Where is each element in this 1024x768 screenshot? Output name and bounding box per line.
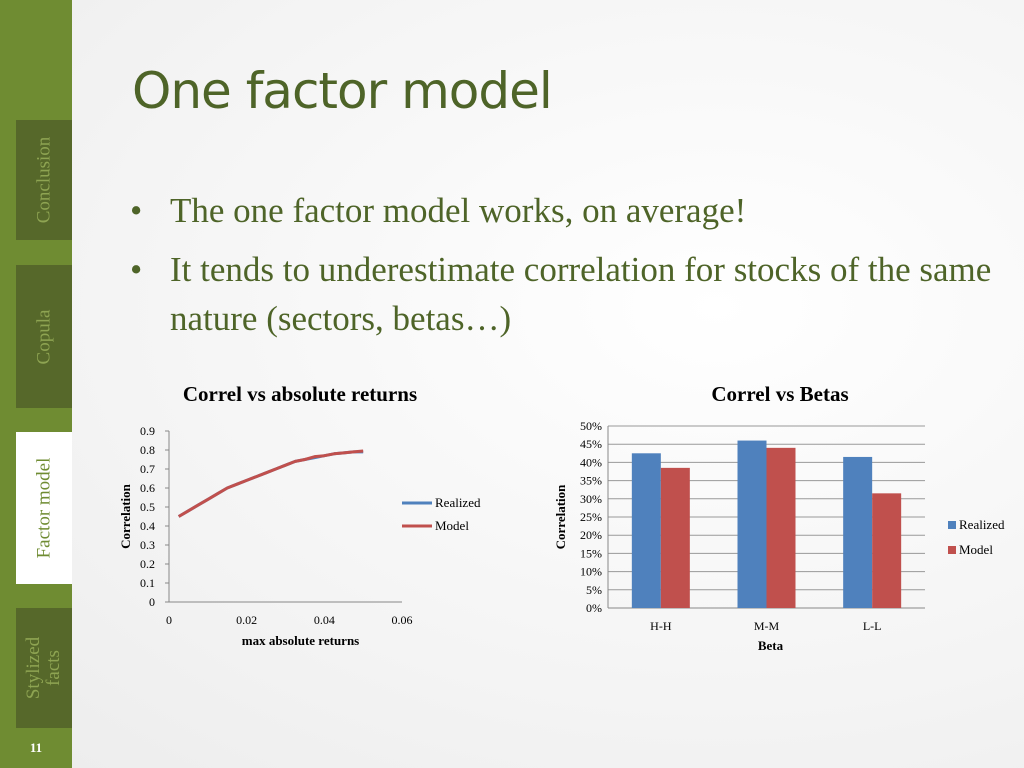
x-tick-label: H-H (650, 619, 672, 633)
y-tick-label: 15% (580, 546, 602, 560)
bullet-item: • It tends to underestimate correlation f… (130, 245, 1020, 343)
bullet-icon: • (130, 191, 143, 230)
y-axis-title: Correlation (553, 484, 568, 550)
bullet-list: • The one factor model works, on average!… (130, 186, 1020, 353)
legend-label: Realized (435, 495, 481, 510)
chart-title-line: Correl vs absolute returns (182, 382, 418, 406)
nav-tab-label: Stylized facts (23, 636, 64, 700)
nav-tab-stylized-facts[interactable]: Stylized facts (16, 608, 72, 728)
x-tick-label: 0.06 (392, 613, 413, 627)
nav-tab-factor-model[interactable]: Factor model (16, 432, 72, 584)
series-line-model (177, 449, 364, 518)
y-tick-label: 0.8 (140, 443, 155, 457)
y-tick-label: 0.1 (140, 576, 155, 590)
y-tick-label: 40% (580, 455, 602, 469)
nav-tab-label: Conclusion (33, 136, 54, 224)
x-tick-label: M-M (754, 619, 780, 633)
bullet-icon: • (130, 250, 143, 289)
x-tick-label: 0 (166, 613, 172, 627)
bullet-text: The one factor model works, on average! (170, 191, 747, 230)
nav-tab-conclusion[interactable]: Conclusion (16, 120, 72, 240)
y-tick-label: 0.3 (140, 538, 155, 552)
legend-label: Model (435, 518, 469, 533)
nav-tab-label-line: Stylized (23, 636, 44, 700)
legend-swatch (948, 546, 956, 554)
page-number: 11 (29, 740, 43, 755)
bar-realized-l-l (843, 456, 873, 608)
y-tick-label: 0.7 (140, 462, 155, 476)
bar-realized-h-h (631, 453, 661, 608)
line-chart: 0 0.1 0.2 0.3 0.4 0.5 0.6 0.7 0.8 0.9 0 0.02 0.04 0.0… (118, 424, 481, 648)
bar-realized-m-m (737, 440, 767, 608)
y-tick-label: 35% (580, 474, 602, 488)
chart-title-bar: Correl vs Betas (711, 382, 849, 406)
nav-tab-label: Copula (32, 309, 54, 364)
bar-chart: 0% 5% 10% 15% 20% 25% 30% 35% 40% 45% 50% H-H M-M L-L… (553, 419, 1005, 653)
y-axis-title: Correlation (118, 483, 133, 549)
y-tick-label: 0.6 (140, 481, 155, 495)
y-tick-label: 10% (580, 565, 602, 579)
bullet-item: • The one factor model works, on average! (130, 186, 1020, 235)
y-tick-label: 50% (580, 419, 602, 433)
nav-tab-label-line: facts (43, 650, 64, 686)
y-tick-label: 0% (586, 601, 602, 615)
x-tick-label: 0.02 (236, 613, 257, 627)
y-tick-label: 0.5 (140, 500, 155, 514)
y-tick-label: 45% (580, 437, 602, 451)
y-tick-label: 20% (580, 528, 602, 542)
nav-tab-copula[interactable]: Copula (16, 265, 72, 408)
y-tick-label: 30% (580, 492, 602, 506)
y-tick-label: 5% (586, 583, 602, 597)
y-tick-label: 0 (149, 595, 155, 609)
x-axis-title: Beta (758, 638, 784, 653)
series-line-realized (177, 450, 364, 518)
y-tick-label: 0.9 (140, 424, 155, 438)
x-tick-label: L-L (863, 619, 882, 633)
bar-model-h-h (660, 467, 690, 608)
bar-model-m-m (766, 447, 796, 608)
bullet-text: It tends to underestimate correlation fo… (170, 250, 992, 338)
slide-title: One factor model (132, 62, 553, 120)
nav-tab-label: Factor model (33, 457, 54, 559)
legend-label: Realized (959, 517, 1005, 532)
y-tick-label: 0.2 (140, 557, 155, 571)
bar-model-l-l (872, 493, 902, 608)
y-tick-label: 25% (580, 510, 602, 524)
sidebar: Conclusion Copula Factor model Stylized … (0, 0, 72, 768)
legend-swatch (948, 521, 956, 529)
x-axis-title: max absolute returns (242, 633, 359, 648)
y-tick-label: 0.4 (140, 519, 155, 533)
legend-label: Model (959, 542, 993, 557)
x-tick-label: 0.04 (314, 613, 335, 627)
